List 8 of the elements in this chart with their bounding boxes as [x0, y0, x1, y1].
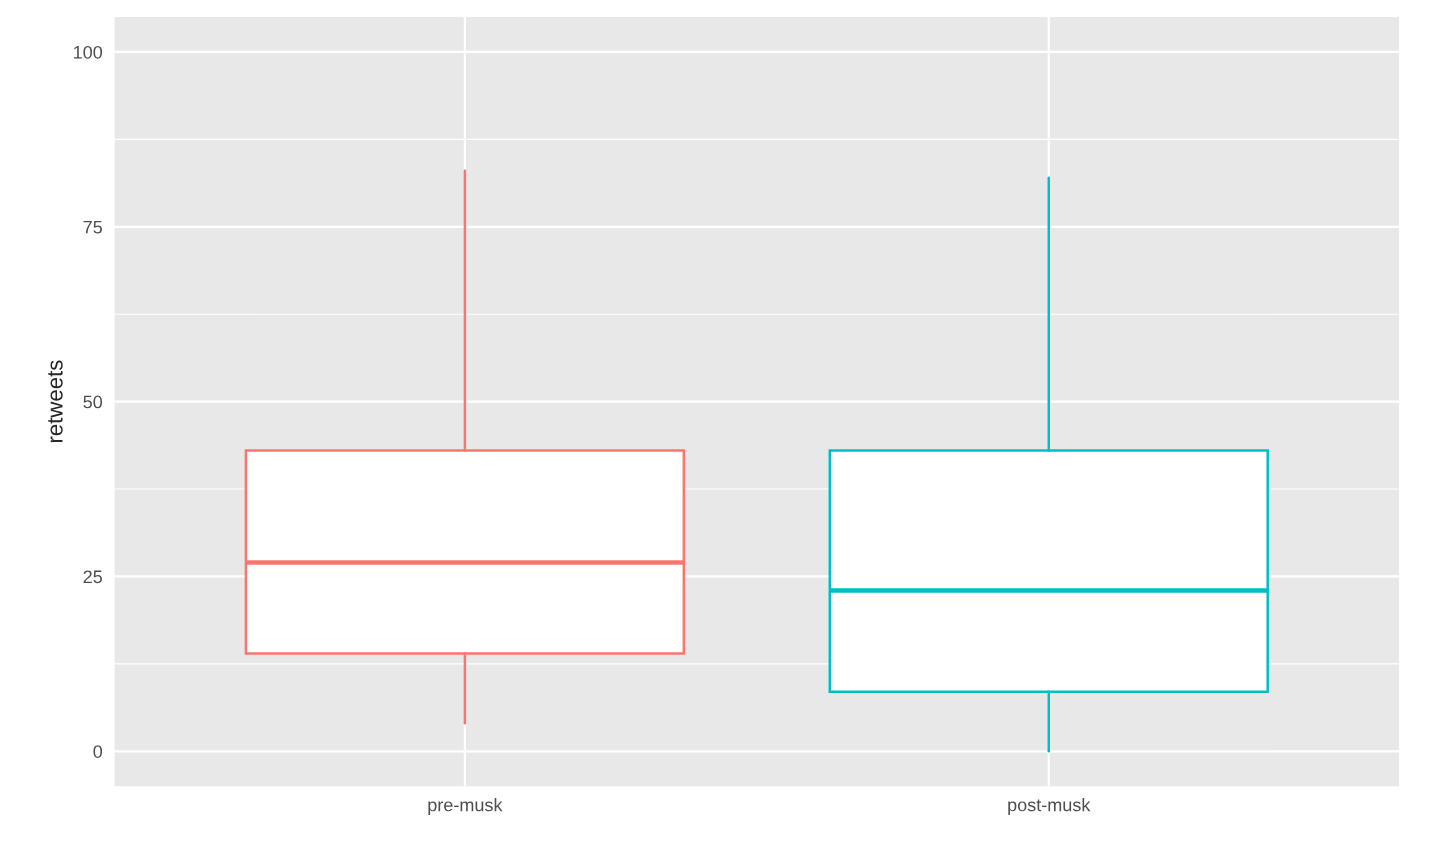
x-tick-label: pre-musk	[428, 798, 503, 815]
y-tick-label: 50	[83, 395, 103, 409]
y-tick-label: 75	[83, 220, 102, 234]
y-tick-label: 0	[93, 745, 103, 758]
y-tick-label: 25	[83, 570, 102, 584]
y-tick-label: 100	[74, 45, 103, 59]
y-axis-title: retweets	[48, 360, 63, 443]
x-tick-label: post-musk	[1008, 798, 1091, 815]
